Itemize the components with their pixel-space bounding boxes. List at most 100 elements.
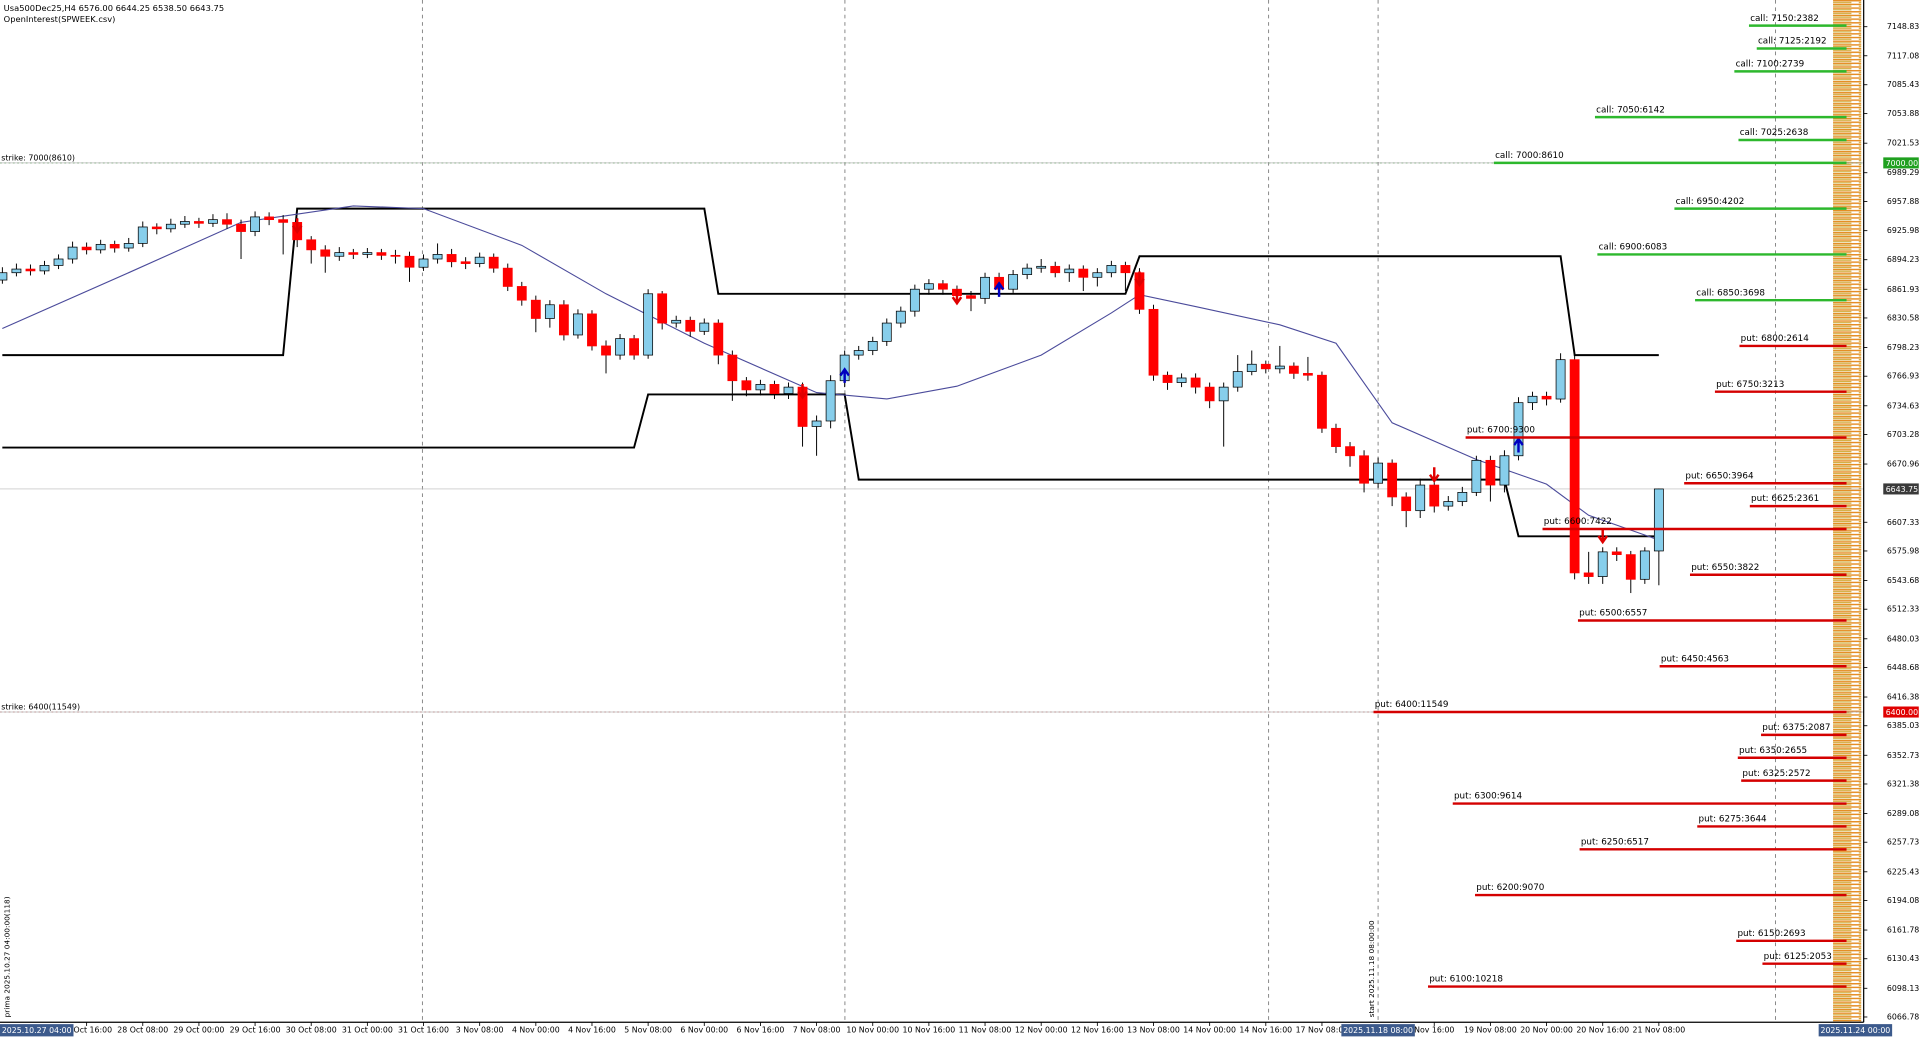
candle-body: [1359, 455, 1369, 484]
sell-signal: [797, 384, 808, 400]
candle-body: [601, 345, 611, 356]
y-tick-label: 6066.78: [1887, 1012, 1919, 1021]
candle-body: [587, 313, 597, 347]
x-tick-label: 4 Nov 16:00: [568, 1026, 616, 1035]
y-tick-label: 6225.43: [1887, 867, 1919, 876]
candle-body: [783, 386, 794, 394]
candle-body: [1527, 395, 1538, 404]
x-tick-label: 11 Nov 08:00: [959, 1026, 1012, 1035]
candle-body: [1387, 462, 1398, 498]
candle-body: [1639, 550, 1650, 580]
x-tick-label: 10 Nov 00:00: [846, 1026, 899, 1035]
y-tick-label: 6925.98: [1887, 226, 1919, 235]
candle-body: [81, 246, 92, 251]
x-tick-label: 14 Nov 00:00: [1183, 1026, 1236, 1035]
candle-body: [250, 216, 260, 232]
x-tick-label: 3 Nov 08:00: [456, 1026, 504, 1035]
candle-body: [1232, 371, 1243, 388]
y-tick-label: 6448.68: [1887, 663, 1919, 672]
y-tick-label: 6798.23: [1887, 343, 1919, 352]
oi-label: put: 6550:3822: [1691, 563, 1759, 573]
y-tick-label: 6957.88: [1887, 197, 1919, 206]
candle-body: [685, 319, 696, 332]
candle-body: [1625, 554, 1636, 580]
candle-body: [404, 255, 415, 268]
candle-body: [1471, 459, 1482, 493]
x-tick-label: 30 Oct 08:00: [286, 1026, 337, 1035]
candle-body: [1499, 455, 1510, 486]
candle-body: [1513, 402, 1524, 457]
oi-label: put: 6300:9614: [1454, 792, 1523, 802]
x-marker-label: 2025.11.24 00:00: [1820, 1026, 1890, 1035]
y-tick-label: 6130.43: [1887, 954, 1919, 963]
price-tag: [1883, 706, 1919, 718]
y-tick-label: 6861.93: [1887, 285, 1919, 294]
y-tick-label: 6321.38: [1887, 779, 1919, 788]
candle-body: [1485, 459, 1496, 486]
candle-body: [573, 313, 583, 336]
x-tick-label: 20 Nov 16:00: [1576, 1026, 1629, 1035]
x-tick-label: 20 Nov 00:00: [1520, 1026, 1573, 1035]
candle-body: [1429, 484, 1440, 507]
candle-body: [376, 252, 387, 256]
y-tick-label: 6257.73: [1887, 838, 1919, 847]
candle-body: [264, 216, 275, 221]
oi-label: call: 6900:6083: [1599, 243, 1668, 253]
y-tick-label: 6416.38: [1887, 693, 1919, 702]
vertical-note: prima 2025.10.27 04:00:00(118): [2, 896, 11, 1017]
candle-body: [671, 319, 682, 324]
y-tick-label: 7021.53: [1887, 139, 1919, 148]
candle-body: [755, 384, 766, 391]
candle-body: [657, 293, 668, 324]
candle-body: [713, 322, 724, 356]
y-tick-label: 6670.96: [1887, 460, 1919, 469]
y-tick-label: 6766.93: [1887, 372, 1919, 381]
candle-body: [1148, 308, 1159, 376]
oi-label: put: 6450:4563: [1661, 654, 1729, 664]
candle-body: [966, 295, 976, 299]
candle-body: [1120, 265, 1131, 274]
candle-body: [1317, 374, 1327, 429]
x-marker-bg: [0, 1024, 74, 1037]
x-marker-label: 2025.11.18 08:00: [1343, 1026, 1413, 1035]
strike-label: strike: 7000(8610): [1, 153, 75, 162]
candle-body: [1331, 427, 1341, 447]
candle-body: [348, 252, 359, 255]
x-tick-label: 31 Oct 16:00: [398, 1026, 449, 1035]
oi-label: put: 6275:3644: [1698, 815, 1767, 825]
candle-body: [165, 223, 176, 230]
price-tag-label: 6643.75: [1886, 485, 1918, 494]
price-tag: [1883, 483, 1919, 495]
candle-body: [923, 283, 934, 290]
candle-body: [769, 384, 780, 394]
candle-body: [474, 256, 485, 264]
oi-label: call: 7150:2382: [1750, 14, 1819, 24]
candle-body: [853, 350, 864, 356]
y-tick-label: 6480.03: [1887, 634, 1919, 643]
candle-body: [137, 226, 148, 244]
candle-body: [1597, 551, 1608, 577]
oi-label: put: 6500:6557: [1579, 609, 1647, 619]
x-tick-label: 13 Nov 08:00: [1127, 1026, 1180, 1035]
x-tick-label: 4 Nov 00:00: [512, 1026, 560, 1035]
candle-body: [109, 243, 120, 249]
x-tick-label: 5 Nov 08:00: [624, 1026, 672, 1035]
oi-label: put: 6100:10218: [1429, 975, 1503, 985]
buy-signal: [839, 367, 850, 383]
candle-body: [1653, 488, 1664, 552]
candle-body: [1401, 496, 1412, 512]
y-tick-label: 6703.28: [1887, 430, 1919, 439]
candle-body: [179, 221, 190, 225]
x-tick-label: 10 Nov 16:00: [903, 1026, 956, 1035]
candle-body: [1569, 359, 1580, 574]
period-separators: [421, 0, 1777, 1023]
candle-body: [1443, 501, 1454, 507]
candle-body: [25, 268, 36, 272]
candle-body: [208, 219, 218, 224]
y-tick-label: 6607.33: [1887, 518, 1919, 527]
oi-label: put: 6650:3964: [1685, 471, 1754, 481]
candle-body: [1218, 386, 1229, 402]
candle-body: [1555, 359, 1566, 400]
candle-body: [1008, 274, 1019, 290]
